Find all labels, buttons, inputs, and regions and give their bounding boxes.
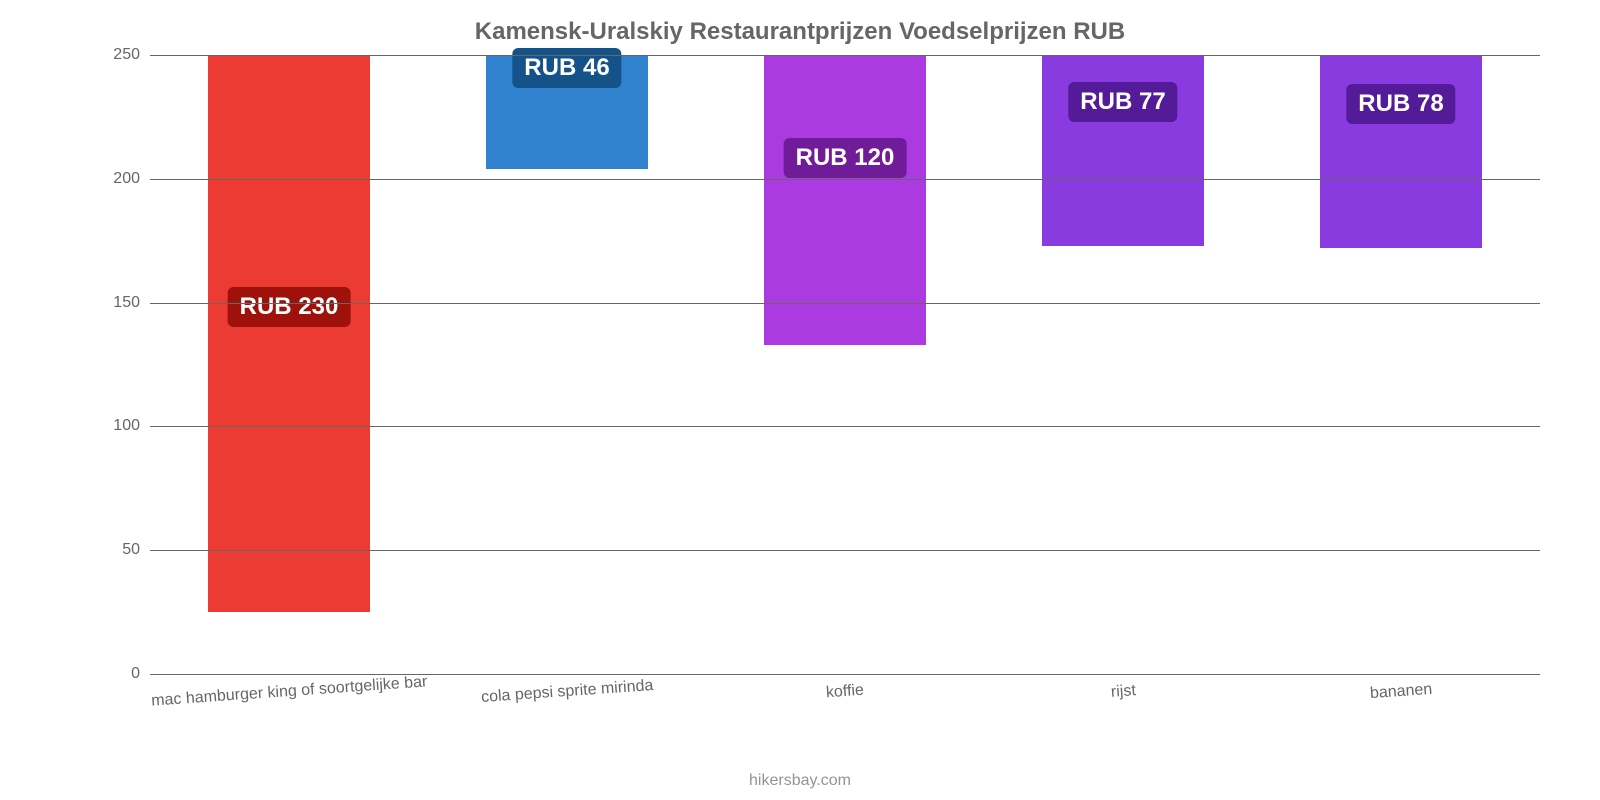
x-axis-label: rijst xyxy=(984,675,1262,715)
y-tick-label: 150 xyxy=(113,294,140,312)
y-tick-label: 200 xyxy=(113,170,140,188)
gridline xyxy=(150,55,1540,56)
bar-slot: RUB 46 xyxy=(428,55,706,674)
chart-area: RUB 230 RUB 46 RUB 120 RUB 77 RUB 78 0 50 100 1… xyxy=(100,55,1540,715)
x-axis-label: cola pepsi sprite mirinda xyxy=(428,675,706,715)
x-axis-label: koffie xyxy=(706,675,984,715)
x-axis-label: mac hamburger king of soortgelijke bar xyxy=(150,675,428,715)
bar-value-label: RUB 77 xyxy=(1068,82,1177,122)
bar: RUB 77 xyxy=(1042,55,1203,246)
attribution-text: hikersbay.com xyxy=(0,772,1600,790)
gridline xyxy=(150,179,1540,180)
gridline xyxy=(150,426,1540,427)
bar: RUB 78 xyxy=(1320,55,1481,248)
bar-value-label: RUB 230 xyxy=(228,287,351,327)
bars-container: RUB 230 RUB 46 RUB 120 RUB 77 RUB 78 xyxy=(150,55,1540,674)
bar: RUB 120 xyxy=(764,55,925,345)
bar-value-label: RUB 120 xyxy=(784,138,907,178)
y-tick-label: 250 xyxy=(113,46,140,64)
chart-title: Kamensk-Uralskiy Restaurantprijzen Voeds… xyxy=(0,0,1600,54)
bar-slot: RUB 120 xyxy=(706,55,984,674)
gridline xyxy=(150,303,1540,304)
y-tick-label: 0 xyxy=(131,665,140,683)
bar: RUB 230 xyxy=(208,55,369,612)
bar-slot: RUB 78 xyxy=(1262,55,1540,674)
y-tick-label: 100 xyxy=(113,417,140,435)
y-tick-label: 50 xyxy=(122,541,140,559)
x-axis-labels: mac hamburger king of soortgelijke barco… xyxy=(150,675,1540,715)
bar-slot: RUB 230 xyxy=(150,55,428,674)
x-axis-label: bananen xyxy=(1262,675,1540,715)
gridline xyxy=(150,550,1540,551)
plot-area: RUB 230RUB 46RUB 120RUB 77RUB 78 0501001… xyxy=(150,55,1540,675)
bar: RUB 46 xyxy=(486,55,647,169)
bar-slot: RUB 77 xyxy=(984,55,1262,674)
bar-value-label: RUB 78 xyxy=(1346,84,1455,124)
